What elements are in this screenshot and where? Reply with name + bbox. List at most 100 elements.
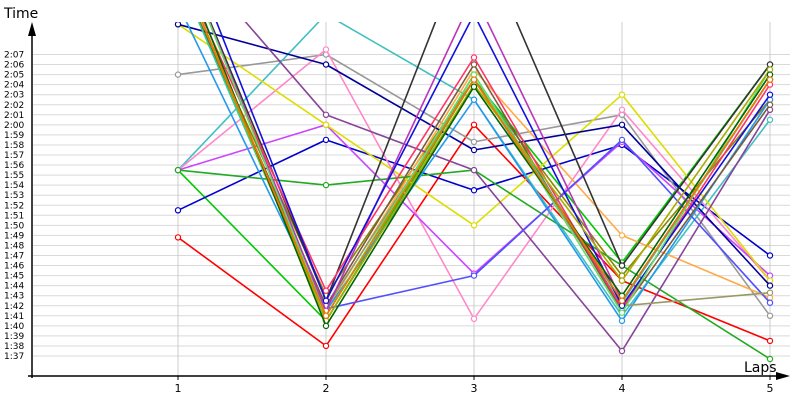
data-point — [618, 317, 626, 324]
y-tick-label: 2:04 — [4, 81, 24, 91]
series-26 — [201, 22, 774, 319]
x-axis-title: Laps — [744, 360, 777, 376]
y-tick-label: 1:40 — [4, 322, 24, 332]
y-tick-label: 1:46 — [4, 262, 24, 272]
x-tick-label: 3 — [471, 382, 478, 395]
series-25 — [204, 22, 774, 330]
series-11 — [174, 22, 774, 289]
y-tick-label: 1:44 — [4, 282, 24, 292]
data-point — [766, 76, 774, 83]
series-22 — [215, 12, 774, 309]
data-point — [470, 146, 478, 154]
data-point — [322, 297, 330, 304]
data-point — [470, 76, 478, 83]
y-tick-label: 1:42 — [4, 302, 24, 312]
data-point — [618, 302, 626, 309]
data-point — [470, 54, 478, 61]
data-point — [175, 2, 180, 7]
data-point — [322, 342, 330, 350]
series-line — [215, 22, 771, 307]
y-tick-label: 1:54 — [4, 181, 24, 191]
data-point — [766, 116, 774, 124]
y-tick-label: 1:38 — [4, 342, 24, 352]
y-tick-label: 1:56 — [4, 161, 24, 171]
data-point — [470, 222, 478, 229]
data-point — [470, 138, 478, 146]
y-tick-label: 1:49 — [4, 231, 24, 241]
data-point — [470, 166, 478, 174]
data-point — [766, 355, 774, 363]
data-point — [322, 322, 330, 330]
y-tick-label: 1:47 — [4, 252, 24, 262]
x-tick-label: 4 — [619, 382, 626, 395]
data-point — [322, 111, 330, 119]
data-point — [322, 136, 330, 144]
y-tick-label: 1:45 — [4, 272, 24, 282]
data-point — [766, 299, 774, 306]
data-point — [618, 136, 626, 144]
data-point — [766, 289, 774, 296]
y-tick-label: 1:43 — [4, 292, 24, 302]
data-point — [766, 101, 774, 108]
data-point — [618, 106, 626, 114]
y-tick-label: 1:57 — [4, 151, 24, 161]
data-point — [470, 61, 478, 68]
y-tick-label: 1:51 — [4, 211, 24, 221]
data-point — [618, 347, 626, 355]
data-point — [766, 282, 774, 289]
data-point — [766, 312, 774, 319]
data-point — [766, 91, 774, 98]
data-point — [323, 12, 328, 17]
y-tick-label: 1:52 — [4, 201, 24, 211]
y-tick-label: 2:07 — [4, 51, 24, 61]
axes: Time Laps — [3, 6, 790, 380]
data-point — [174, 234, 182, 241]
y-tick-label: 1:37 — [4, 352, 24, 362]
data-point — [618, 91, 626, 98]
data-point — [470, 272, 478, 279]
y-tick-label: 2:03 — [4, 91, 24, 101]
y-tick-label: 1:48 — [4, 241, 24, 251]
data-point — [766, 61, 774, 68]
y-tick-label: 1:39 — [4, 332, 24, 342]
data-point — [618, 277, 626, 284]
data-point — [470, 83, 478, 90]
y-tick-labels: 1:371:381:391:401:411:421:431:441:451:46… — [4, 51, 24, 363]
series-13 — [244, 22, 774, 355]
x-tick-label: 2 — [323, 382, 330, 395]
y-axis-arrow — [28, 22, 36, 36]
series — [174, 2, 774, 363]
data-point — [618, 262, 626, 269]
x-tick-label: 5 — [767, 382, 774, 395]
data-point — [174, 207, 182, 214]
y-tick-label: 1:58 — [4, 141, 24, 151]
x-tick-label: 1 — [175, 382, 182, 395]
y-tick-label: 2:05 — [4, 71, 24, 81]
data-point — [471, 12, 476, 17]
data-point — [174, 71, 182, 78]
data-point — [322, 121, 330, 129]
data-point — [766, 252, 774, 259]
data-point — [322, 287, 330, 294]
data-point — [322, 61, 330, 68]
data-point — [322, 181, 330, 189]
x-axis-arrow — [776, 372, 790, 380]
data-point — [618, 309, 626, 316]
data-point — [322, 312, 330, 319]
y-tick-label: 2:01 — [4, 111, 24, 121]
data-point — [470, 315, 478, 322]
y-tick-label: 2:02 — [4, 101, 24, 111]
data-point — [470, 96, 478, 103]
y-tick-label: 1:41 — [4, 312, 24, 322]
data-point — [618, 232, 626, 239]
y-tick-label: 2:00 — [4, 121, 24, 131]
x-tick-labels: 1 2 3 4 5 — [175, 376, 774, 395]
y-tick-label: 1:55 — [4, 171, 24, 181]
data-point — [618, 297, 626, 304]
data-point — [470, 186, 478, 194]
data-point — [174, 166, 182, 174]
y-tick-label: 1:59 — [4, 131, 24, 141]
data-point — [470, 121, 478, 129]
